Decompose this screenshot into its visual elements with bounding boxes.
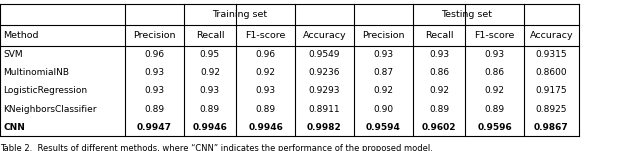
Text: 0.9549: 0.9549 — [308, 50, 340, 59]
Text: 0.92: 0.92 — [484, 87, 505, 95]
Text: 0.9175: 0.9175 — [536, 87, 567, 95]
Text: 0.9594: 0.9594 — [366, 123, 401, 132]
Text: 0.92: 0.92 — [373, 87, 394, 95]
Text: 0.86: 0.86 — [484, 68, 505, 77]
Text: 0.9315: 0.9315 — [536, 50, 567, 59]
Text: 0.8600: 0.8600 — [536, 68, 567, 77]
Text: 0.87: 0.87 — [373, 68, 394, 77]
Text: CNN: CNN — [3, 123, 25, 132]
Text: Testing set: Testing set — [441, 10, 492, 19]
Text: 0.89: 0.89 — [484, 105, 505, 114]
Text: 0.96: 0.96 — [144, 50, 164, 59]
Text: 0.89: 0.89 — [200, 105, 220, 114]
Text: KNeighborsClassifier: KNeighborsClassifier — [3, 105, 97, 114]
Text: 0.92: 0.92 — [429, 87, 449, 95]
Text: 0.92: 0.92 — [200, 68, 220, 77]
Text: 0.89: 0.89 — [429, 105, 449, 114]
Text: Accuracy: Accuracy — [303, 31, 346, 40]
Text: 0.9293: 0.9293 — [308, 87, 340, 95]
Text: 0.95: 0.95 — [200, 50, 220, 59]
Text: 0.93: 0.93 — [144, 68, 164, 77]
Text: Precision: Precision — [133, 31, 175, 40]
Text: SVM: SVM — [3, 50, 23, 59]
Text: 0.93: 0.93 — [373, 50, 394, 59]
Text: 0.9602: 0.9602 — [422, 123, 456, 132]
Text: 0.89: 0.89 — [255, 105, 276, 114]
Text: 0.9946: 0.9946 — [248, 123, 283, 132]
Text: Method: Method — [3, 31, 38, 40]
Text: 0.93: 0.93 — [200, 87, 220, 95]
Text: 0.9236: 0.9236 — [308, 68, 340, 77]
Text: Recall: Recall — [425, 31, 453, 40]
Text: 0.93: 0.93 — [144, 87, 164, 95]
Text: 0.93: 0.93 — [255, 87, 276, 95]
Text: 0.8925: 0.8925 — [536, 105, 567, 114]
Text: 0.96: 0.96 — [255, 50, 276, 59]
Text: 0.9867: 0.9867 — [534, 123, 569, 132]
Text: F1-score: F1-score — [474, 31, 515, 40]
Text: 0.93: 0.93 — [484, 50, 505, 59]
Text: 0.92: 0.92 — [255, 68, 276, 77]
Text: 0.8911: 0.8911 — [308, 105, 340, 114]
Text: 0.9946: 0.9946 — [193, 123, 227, 132]
Text: LogisticRegression: LogisticRegression — [3, 87, 87, 95]
Text: 0.86: 0.86 — [429, 68, 449, 77]
Text: 0.93: 0.93 — [429, 50, 449, 59]
Text: F1-score: F1-score — [245, 31, 286, 40]
Text: 0.89: 0.89 — [144, 105, 164, 114]
Text: Accuracy: Accuracy — [529, 31, 573, 40]
Text: Training set: Training set — [212, 10, 267, 19]
Text: 0.9596: 0.9596 — [477, 123, 512, 132]
Text: 0.90: 0.90 — [373, 105, 394, 114]
Text: 0.9947: 0.9947 — [137, 123, 172, 132]
Text: MultinomialNB: MultinomialNB — [3, 68, 69, 77]
Text: Recall: Recall — [196, 31, 224, 40]
Text: Precision: Precision — [362, 31, 404, 40]
Text: 0.9982: 0.9982 — [307, 123, 342, 132]
Text: Table 2.  Results of different methods, where “CNN” indicates the performance of: Table 2. Results of different methods, w… — [0, 144, 433, 151]
